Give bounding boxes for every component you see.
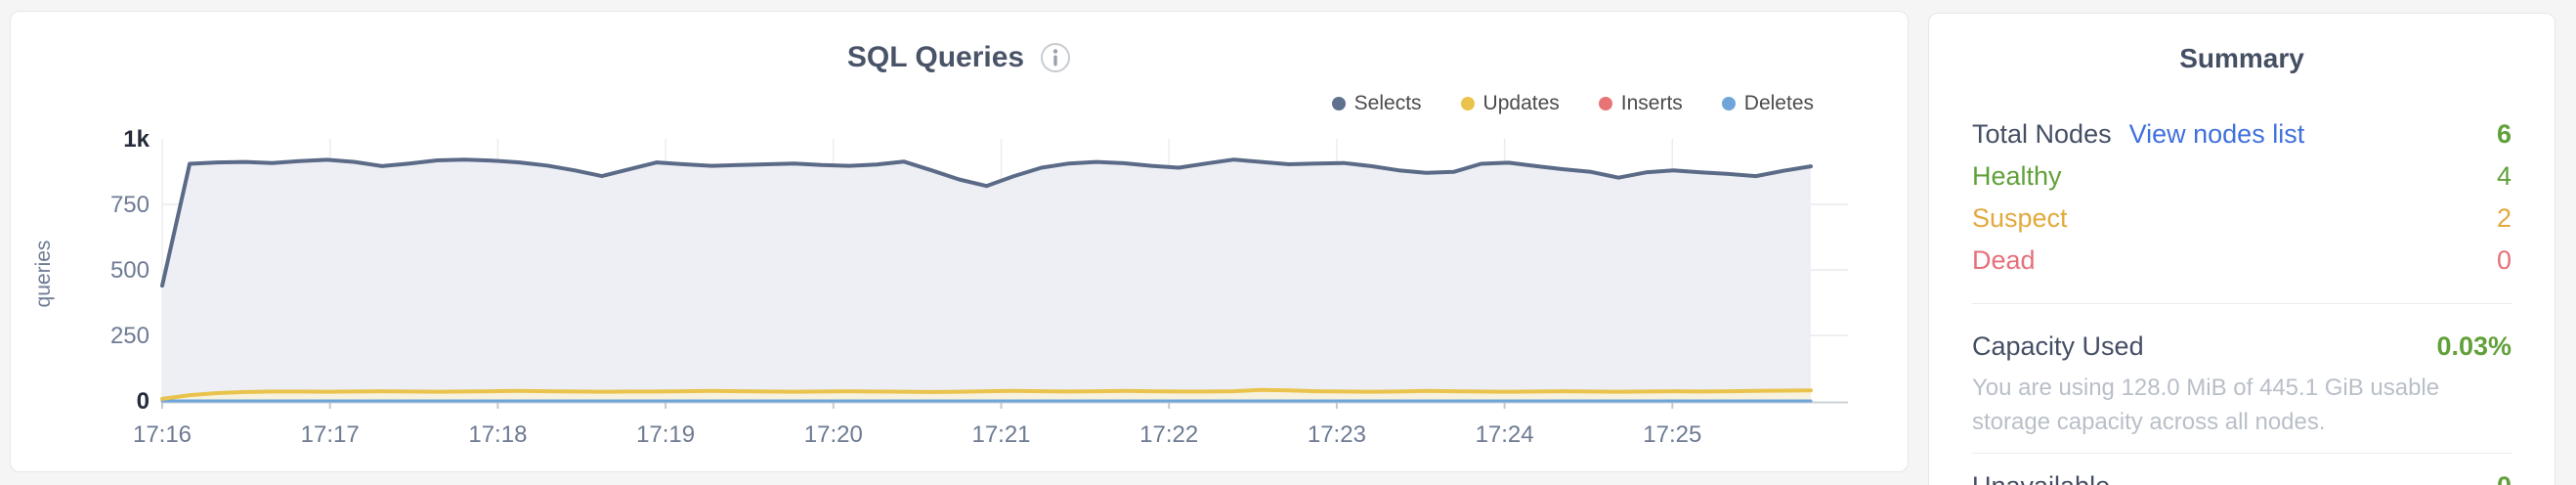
capacity-used-label: Capacity Used	[1972, 331, 2144, 361]
suspect-label: Suspect	[1972, 203, 2068, 233]
summary-divider	[1972, 303, 2512, 304]
legend-item-selects[interactable]: Selects	[1331, 92, 1422, 115]
total-nodes-row: Total Nodes View nodes list 6	[1972, 113, 2512, 155]
svg-text:17:22: 17:22	[1139, 421, 1198, 448]
info-icon[interactable]	[1040, 42, 1071, 73]
sql-queries-card: 0 250 500 750 1k 17:16 17:17 17:18 17:19 17:20 17:…	[10, 11, 1909, 472]
summary-title: Summary	[2179, 43, 2304, 73]
legend-label: Selects	[1353, 92, 1422, 114]
unavailable-row: Unavailable 0	[1972, 471, 2512, 485]
svg-text:17:23: 17:23	[1308, 421, 1366, 448]
healthy-value: 4	[2496, 161, 2512, 191]
suspect-row: Suspect 2	[1972, 198, 2512, 240]
svg-text:750: 750	[110, 192, 150, 218]
svg-text:17:16: 17:16	[133, 421, 192, 448]
dead-label: Dead	[1972, 245, 2036, 275]
capacity-used-row: Capacity Used 0.03%	[1972, 331, 2512, 362]
suspect-value: 2	[2496, 203, 2512, 233]
legend-item-updates[interactable]: Updates	[1460, 92, 1560, 115]
svg-text:queries: queries	[32, 241, 55, 308]
svg-text:0: 0	[137, 388, 150, 415]
svg-text:250: 250	[110, 323, 150, 349]
summary-card: Summary Total Nodes View nodes list 6 He…	[1928, 13, 2555, 485]
dead-value: 0	[2496, 245, 2512, 275]
chart-legend: Selects Updates Inserts Deletes	[1331, 92, 1814, 115]
unavailable-label: Unavailable	[1972, 471, 2110, 485]
capacity-used-value: 0.03%	[2436, 331, 2512, 361]
svg-text:17:21: 17:21	[971, 421, 1030, 448]
svg-text:1k: 1k	[123, 126, 150, 153]
svg-text:17:20: 17:20	[804, 421, 863, 448]
legend-item-inserts[interactable]: Inserts	[1598, 92, 1683, 115]
healthy-row: Healthy 4	[1972, 155, 2512, 198]
updates-dot-icon	[1460, 97, 1475, 110]
svg-text:17:18: 17:18	[468, 421, 527, 448]
chart-title-row: SQL Queries	[11, 41, 1908, 74]
legend-label: Updates	[1482, 92, 1560, 114]
svg-text:500: 500	[110, 257, 150, 284]
capacity-description: You are using 128.0 MiB of 445.1 GiB usa…	[1972, 375, 2440, 435]
view-nodes-list-link[interactable]: View nodes list	[2128, 119, 2305, 149]
summary-divider	[1972, 453, 2512, 454]
svg-text:17:17: 17:17	[301, 421, 360, 448]
total-nodes-value: 6	[2496, 119, 2512, 149]
chart-title: SQL Queries	[846, 41, 1025, 73]
dead-row: Dead 0	[1972, 240, 2512, 282]
svg-text:17:25: 17:25	[1643, 421, 1701, 448]
selects-dot-icon	[1331, 97, 1346, 110]
inserts-dot-icon	[1598, 97, 1612, 110]
unavailable-value: 0	[2497, 471, 2512, 485]
deletes-dot-icon	[1721, 97, 1736, 110]
total-nodes-label: Total Nodes	[1972, 119, 2112, 149]
healthy-label: Healthy	[1972, 161, 2062, 191]
sql-queries-chart: 0 250 500 750 1k 17:16 17:17 17:18 17:19 17:20 17:…	[32, 126, 1848, 448]
legend-label: Inserts	[1620, 92, 1683, 114]
svg-text:17:24: 17:24	[1476, 421, 1534, 448]
svg-text:17:19: 17:19	[636, 421, 695, 448]
legend-label: Deletes	[1743, 92, 1814, 114]
legend-item-deletes[interactable]: Deletes	[1721, 92, 1814, 115]
